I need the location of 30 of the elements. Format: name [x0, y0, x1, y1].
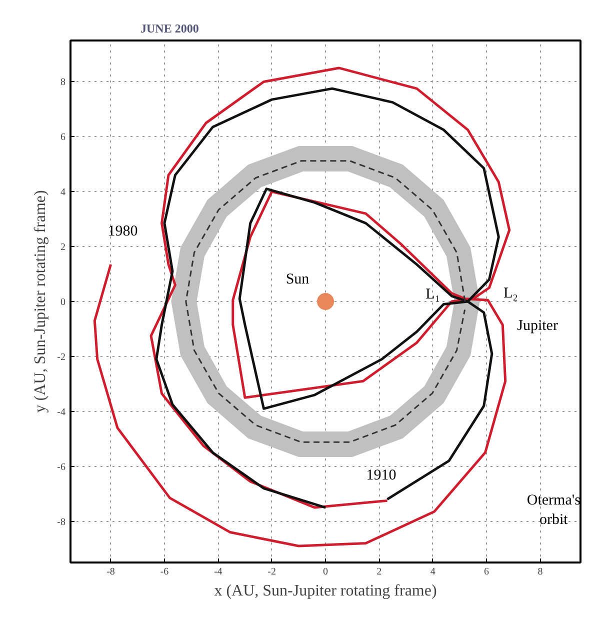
x-tick-label: -4 [214, 566, 222, 578]
line-series [185, 160, 466, 443]
x-tick-label: 8 [538, 566, 543, 578]
y-tick-label: -4 [57, 406, 66, 418]
x-tick-label: -6 [160, 566, 169, 578]
x-tick-label: 2 [376, 566, 382, 578]
x-tick-label: -8 [106, 566, 115, 578]
annotation: 1910 [366, 467, 396, 484]
line-series [155, 87, 500, 509]
annotation: Oterma's orbit [526, 492, 581, 528]
chart-title: JUNE 2000 [140, 22, 199, 36]
x-tick-label: 0 [323, 566, 328, 578]
y-tick-label: 0 [60, 297, 66, 308]
y-tick-label: 2 [60, 242, 66, 254]
x-tick-label: -2 [268, 566, 276, 578]
annotation: L₁ [426, 286, 440, 303]
y-axis-title: y (AU, Sun-Jupiter rotating frame) [32, 190, 50, 413]
y-tick-label: -6 [57, 462, 66, 473]
y-tick-label: -8 [57, 516, 66, 528]
annotation: L₂ [504, 285, 518, 302]
x-axis-title: x (AU, Sun-Jupiter rotating frame) [214, 582, 437, 600]
y-tick-label: 6 [60, 132, 66, 144]
y-tick-label: -2 [57, 352, 66, 363]
annotation: Sun [286, 272, 310, 288]
y-tick-label: 8 [60, 77, 66, 88]
y-tick-label: 4 [60, 187, 66, 198]
annotation: Jupiter [517, 318, 558, 334]
x-tick-label: 6 [484, 566, 490, 578]
x-tick-label: 4 [430, 566, 436, 578]
annotation: 1980 [108, 223, 138, 240]
